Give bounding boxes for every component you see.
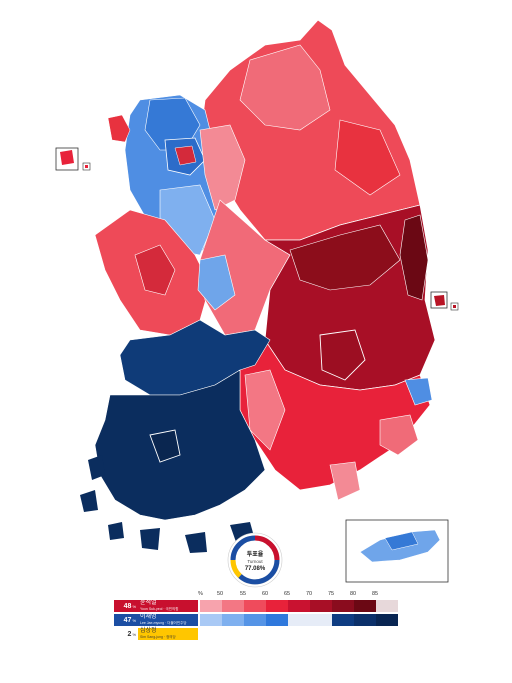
scale-cell xyxy=(266,614,288,626)
region-gangwon-north xyxy=(239,44,331,131)
scale-cell xyxy=(222,600,244,612)
region-gyeongbuk-east xyxy=(399,214,429,301)
scale-cell xyxy=(332,600,354,612)
region-jeonnam-islands-1 xyxy=(88,455,105,480)
legend-candidate-sim: 2% 심상정 Sim Sang-jung · 정의당 xyxy=(114,628,198,640)
region-gyeonggi-east-red xyxy=(199,124,246,211)
legend-candidate-yoon: 48% 윤석열 Yoon Suk-yeol · 국민의힘 xyxy=(114,600,198,612)
legend-percent-symbol: % xyxy=(198,591,203,597)
region-sejong-daejeon xyxy=(197,254,236,311)
legend: % 50 55 60 65 70 75 80 85 48% 윤석열 Yoon S… xyxy=(114,591,400,643)
scale-cell xyxy=(376,600,398,612)
region-jeonbuk xyxy=(119,319,271,396)
turnout-value: 77.08% xyxy=(245,566,266,572)
legend-ticks: % 50 55 60 65 70 75 80 85 xyxy=(194,591,404,599)
region-gangwon xyxy=(199,19,421,241)
candidate-percent: 48% xyxy=(114,600,138,612)
scale-cell xyxy=(288,614,310,626)
scale-cell xyxy=(310,600,332,612)
scale-cell xyxy=(310,614,332,626)
candidate-name: 이재명 Lee Jae-myung · 더불어민주당 xyxy=(138,614,198,626)
candidate-name: 윤석열 Yoon Suk-yeol · 국민의힘 xyxy=(138,600,198,612)
legend-tick: 55 xyxy=(240,591,247,597)
region-jeonnam-islands-3 xyxy=(140,528,160,550)
legend-tick: 85 xyxy=(372,591,379,597)
scale-cell xyxy=(376,614,398,626)
region-ulsan xyxy=(404,377,433,406)
region-daegu xyxy=(319,329,366,381)
scale-cell xyxy=(200,614,222,626)
legend-candidate-lee: 47% 이재명 Lee Jae-myung · 더불어민주당 xyxy=(114,614,198,626)
legend-scale-red xyxy=(200,600,398,612)
region-jeonnam-islands-4 xyxy=(185,532,207,553)
region-jeonnam-islands-6 xyxy=(108,522,124,540)
region-geoje xyxy=(329,461,361,501)
region-baengnyeong xyxy=(60,150,74,165)
candidate-percent: 2% xyxy=(114,628,138,640)
candidate-name: 심상정 Sim Sang-jung · 정의당 xyxy=(138,628,198,640)
region-seoul-gangnam xyxy=(174,145,197,166)
region-jeonnam-islands-2 xyxy=(80,490,98,512)
turnout-gauge: 투표율 Turnout 77.08% xyxy=(227,532,283,588)
region-jeju-city xyxy=(384,531,419,551)
scale-cell xyxy=(354,600,376,612)
region-ganghwa xyxy=(107,114,131,143)
scale-cell xyxy=(288,600,310,612)
legend-tick: 80 xyxy=(350,591,357,597)
scale-cell xyxy=(354,614,376,626)
scale-cell xyxy=(222,614,244,626)
region-busan xyxy=(379,414,419,456)
region-ulleung xyxy=(434,295,445,306)
legend-tick: 60 xyxy=(262,591,269,597)
region-gyeongbuk-north xyxy=(289,224,401,291)
region-gwangju xyxy=(149,429,181,463)
turnout-label: 투표율 xyxy=(247,550,264,558)
legend-tick: 75 xyxy=(328,591,335,597)
legend-tick: 65 xyxy=(284,591,291,597)
legend-tick: 50 xyxy=(217,591,224,597)
scale-cell xyxy=(200,600,222,612)
region-gyeongnam-west xyxy=(244,369,286,451)
scale-cell xyxy=(266,600,288,612)
turnout-label-en: Turnout xyxy=(247,559,263,564)
region-gangwon-east xyxy=(334,119,401,196)
scale-cell xyxy=(332,614,354,626)
legend-scale-blue xyxy=(200,614,398,626)
scale-cell xyxy=(244,600,266,612)
legend-tick: 70 xyxy=(306,591,313,597)
region-chungnam-dark xyxy=(134,244,176,296)
scale-cell xyxy=(244,614,266,626)
candidate-percent: 47% xyxy=(114,614,138,626)
